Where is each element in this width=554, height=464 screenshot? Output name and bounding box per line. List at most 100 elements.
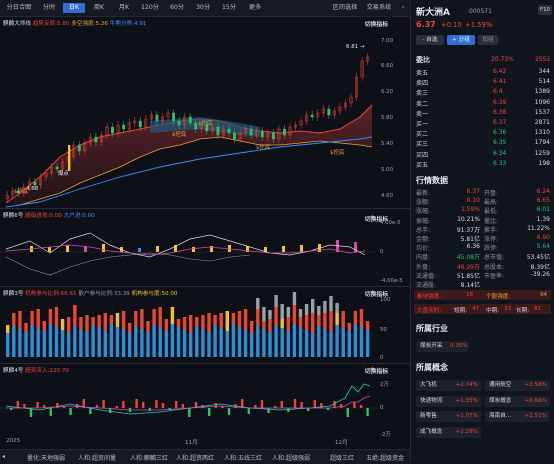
bid-price: 6.34 bbox=[493, 149, 507, 157]
switch-indicator-button[interactable]: 切换指标 bbox=[364, 217, 388, 223]
strength-row: 板块强度: 18 个股强度: 94 bbox=[414, 290, 551, 300]
bottom-tab[interactable]: 人和:超资两红 bbox=[176, 455, 215, 462]
panel3-bar bbox=[42, 321, 46, 331]
concept-tag[interactable]: 新零售 +1.07% bbox=[416, 411, 481, 422]
panel4-bar bbox=[161, 403, 165, 408]
tab-more[interactable]: 更多 bbox=[248, 4, 262, 11]
long-term-label: 长期: bbox=[516, 308, 530, 314]
remove-watchlist-button[interactable]: - 自选 bbox=[416, 35, 444, 45]
panel3-bar bbox=[115, 327, 120, 357]
bottom-tab[interactable]: 人和:超级强弱 bbox=[272, 455, 311, 462]
concept-tag[interactable]: 成飞概念 +2.29% bbox=[416, 426, 481, 438]
bottom-tab[interactable]: 量化:天地强弱 bbox=[27, 455, 66, 462]
range-select-button[interactable]: 区间选择 bbox=[332, 4, 358, 11]
f10-button[interactable]: F10 bbox=[538, 5, 552, 15]
panel2-bar bbox=[300, 245, 303, 252]
bid-row[interactable]: 买二 6.36 1310 bbox=[411, 129, 554, 138]
candle bbox=[33, 181, 37, 186]
panel3-bar bbox=[182, 317, 187, 330]
tab-monthly-k[interactable]: 月K bbox=[118, 4, 130, 11]
tab-intraday[interactable]: 分时 bbox=[42, 4, 56, 11]
panel4-bar bbox=[148, 408, 151, 411]
bottom-left-arrow[interactable]: ◂ bbox=[2, 453, 6, 460]
quote-value: 91.37万 bbox=[456, 226, 480, 234]
collapse-panel-icon[interactable]: › bbox=[401, 4, 405, 11]
bid-volume: 1259 bbox=[534, 149, 550, 157]
ask-row[interactable]: 卖五 6.42 344 bbox=[411, 68, 554, 77]
ask-row[interactable]: 卖二 6.39 1096 bbox=[411, 99, 554, 108]
panel4-bar bbox=[267, 408, 270, 413]
tab-60min[interactable]: 60分 bbox=[169, 4, 185, 11]
concept-tag[interactable]: 通用航空 +2.58% bbox=[485, 380, 550, 391]
panel3-bar bbox=[225, 331, 229, 357]
indicator-bull-bear-strength: 多空强度:5.26 bbox=[71, 21, 108, 27]
ask-row[interactable]: 卖一 6.38 1537 bbox=[411, 109, 554, 118]
indicator-panel-3: 麒麟3号 机构参与比例:66.61 散户参与比例:33.39 机构参与度:50.… bbox=[0, 287, 410, 363]
bid-price: 6.37 bbox=[493, 119, 507, 126]
tab-split-combined[interactable]: 分日合图 bbox=[6, 4, 32, 11]
panel3-bar bbox=[85, 332, 89, 357]
bottom-tab[interactable]: 五绝:超级资金 bbox=[366, 455, 405, 462]
concept-pct: +1.51% bbox=[524, 413, 547, 419]
panel3-bar bbox=[237, 311, 242, 327]
y-tick: 7.00 bbox=[381, 38, 394, 44]
panel3-bar bbox=[36, 309, 40, 328]
candle bbox=[188, 116, 192, 124]
panel3-bar bbox=[317, 306, 321, 315]
switch-indicator-button[interactable]: 切换指标 bbox=[364, 292, 388, 298]
panel3-bar bbox=[103, 313, 107, 331]
panel3-bar bbox=[79, 329, 83, 357]
trading-system-button[interactable]: 交易系统 bbox=[366, 4, 392, 11]
y-tick: 2万 bbox=[380, 382, 389, 388]
panel3-bar bbox=[30, 325, 34, 357]
panel4-bar bbox=[241, 399, 244, 408]
panel3-bar bbox=[158, 328, 162, 357]
bottom-tab[interactable]: 人和:五线三红 bbox=[224, 455, 263, 462]
switch-indicator-button[interactable]: 切换指标 bbox=[364, 22, 388, 28]
candle bbox=[77, 144, 81, 152]
bid-row[interactable]: 买一 6.37 2871 bbox=[411, 119, 554, 128]
panel3-bar bbox=[359, 327, 364, 357]
bid-row[interactable]: 买三 6.35 1794 bbox=[411, 139, 554, 148]
panel3-bar bbox=[219, 328, 223, 357]
order-ratio-value: 20.73% bbox=[491, 56, 514, 63]
tab-30min[interactable]: 30分 bbox=[195, 4, 211, 11]
concept-tag[interactable]: 大飞机 +2.74% bbox=[416, 380, 481, 391]
switch-indicator-button[interactable]: 切换指标 bbox=[364, 369, 388, 375]
panel4-bar bbox=[313, 400, 316, 408]
bottom-tab[interactable]: 人和:麒麟三红 bbox=[130, 455, 169, 462]
y-tick: 5.00 bbox=[381, 167, 394, 173]
ask-row[interactable]: 卖三 6.4 1389 bbox=[411, 88, 554, 97]
panel3-bar bbox=[152, 325, 156, 357]
panel4-bar bbox=[208, 408, 211, 416]
add-group-button[interactable]: + 分组 bbox=[447, 35, 475, 45]
group-button[interactable]: 加组 bbox=[478, 35, 498, 45]
bid-row[interactable]: 买四 6.34 1259 bbox=[411, 150, 554, 159]
concept-tag[interactable]: 煤炭概念 +0.66% bbox=[485, 395, 550, 407]
concept-tag[interactable]: 快递物流 +1.35% bbox=[416, 395, 481, 407]
bid-price: 6.33 bbox=[493, 159, 507, 167]
tab-120min[interactable]: 120分 bbox=[141, 4, 159, 11]
add-icon[interactable]: + bbox=[370, 366, 376, 373]
panel3-indicator-inst: 机构参与比例:66.61 bbox=[25, 291, 77, 297]
candle bbox=[166, 112, 170, 118]
quote-row: 总手: 91.37万 换手: 11.22% bbox=[411, 225, 554, 234]
tab-weekly-k[interactable]: 周K bbox=[93, 4, 105, 11]
panel3-bar bbox=[201, 315, 205, 329]
industry-tag[interactable]: 煤炭开采 0.35% bbox=[416, 341, 468, 352]
panel3-bar bbox=[262, 307, 266, 321]
concept-tag[interactable]: 海南自... +1.51% bbox=[485, 411, 550, 422]
bottom-tab[interactable]: 超级三红 bbox=[330, 455, 355, 462]
y-tick: 4.60 bbox=[381, 193, 394, 199]
panel4-bar bbox=[247, 408, 250, 414]
tab-15min[interactable]: 15分 bbox=[221, 4, 237, 11]
tab-daily-k[interactable]: 日K bbox=[63, 3, 85, 13]
panel3-bar bbox=[164, 319, 168, 331]
bottom-tab[interactable]: 人和:超资间量 bbox=[78, 455, 117, 462]
candle bbox=[249, 128, 253, 136]
ask-row[interactable]: 卖四 6.41 514 bbox=[411, 78, 554, 87]
add-icon[interactable]: + bbox=[370, 289, 376, 296]
concept-name: 海南自... bbox=[489, 413, 512, 419]
bid-row[interactable]: 买五 6.33 198 bbox=[411, 160, 554, 169]
add-icon[interactable]: + bbox=[370, 214, 376, 221]
